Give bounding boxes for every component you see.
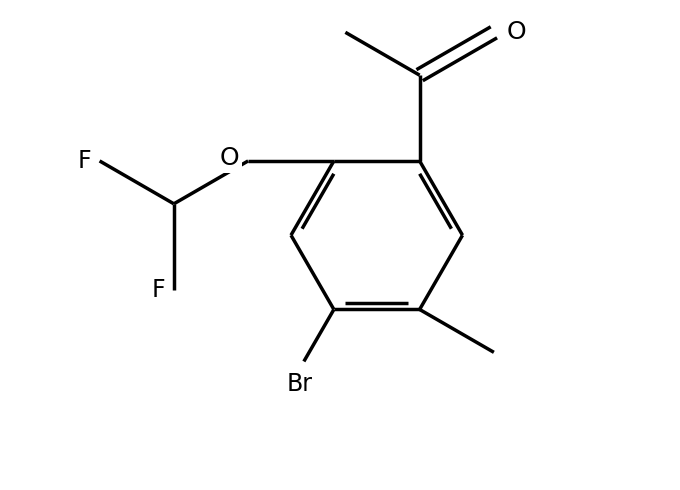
Text: F: F [77,149,91,173]
Text: O: O [220,147,239,171]
Text: F: F [152,277,165,301]
Text: Br: Br [287,372,313,396]
Text: O: O [506,20,526,44]
